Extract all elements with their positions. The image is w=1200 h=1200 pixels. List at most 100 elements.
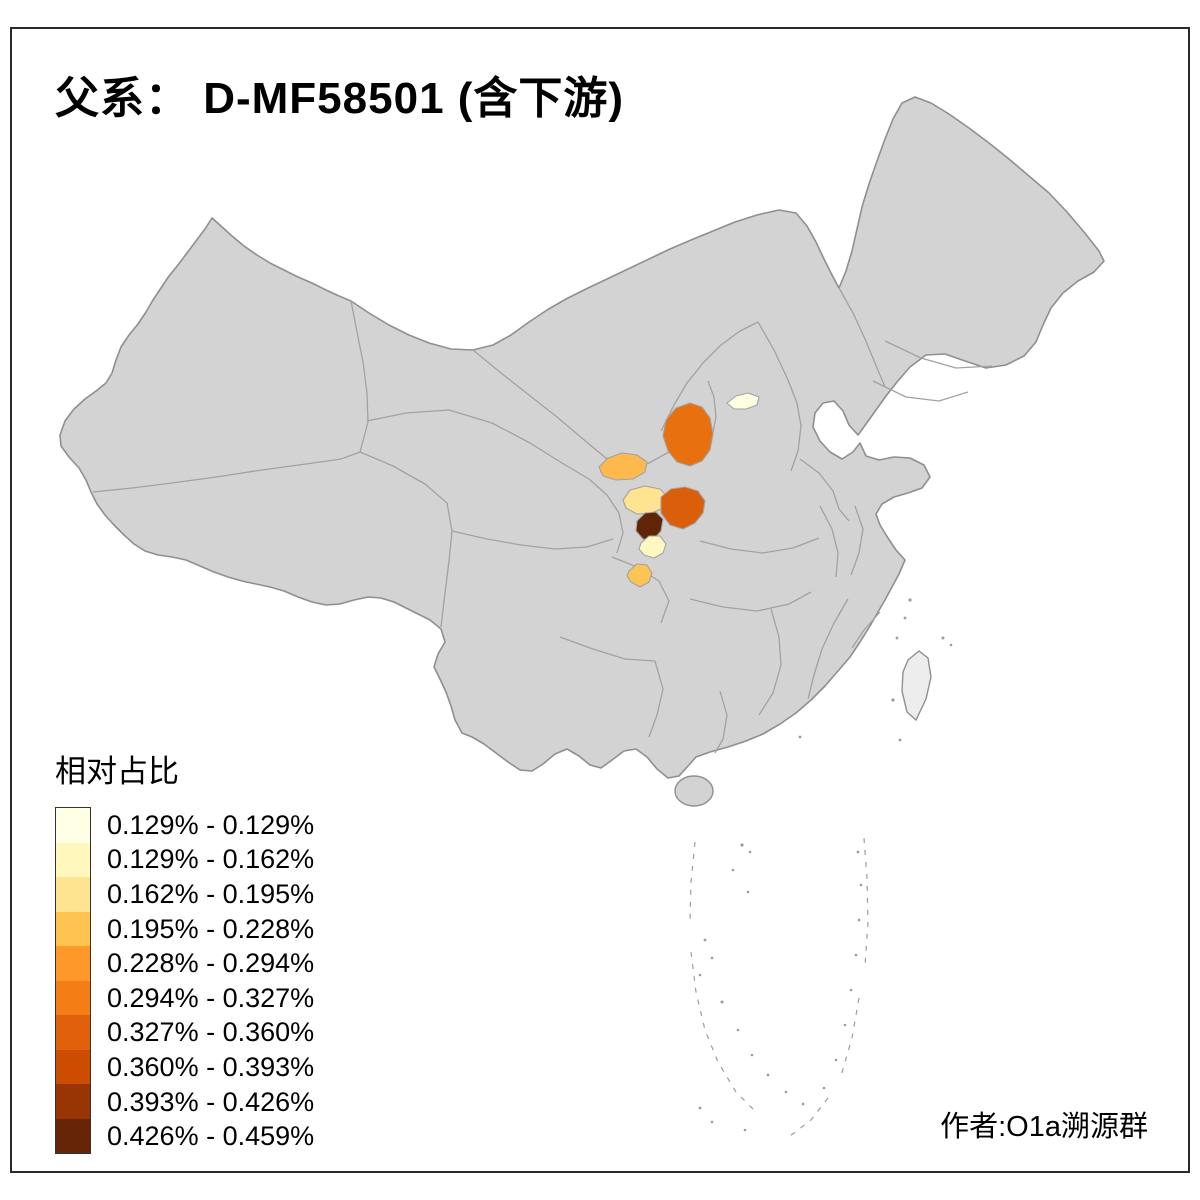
islet-dot: [941, 636, 945, 640]
legend-title: 相对占比: [55, 754, 179, 789]
islet-dot: [746, 890, 750, 894]
province-border-line: [850, 505, 864, 576]
islet-dot: [898, 738, 902, 742]
sea-islets: [698, 598, 953, 1132]
islet-dot: [949, 643, 953, 647]
islet-dot: [801, 1102, 805, 1106]
legend-class-label: 0.228% - 0.294%: [107, 948, 315, 979]
province-border-line: [714, 690, 728, 754]
legend-items: 0.129% - 0.129% 0.129% - 0.162% 0.162% - 0…: [55, 807, 314, 1154]
legend-class-label: 0.294% - 0.327%: [107, 982, 315, 1013]
province-border-line: [359, 451, 453, 628]
highlight-region-5: [660, 486, 706, 530]
sea-boundary-dash: [789, 1097, 829, 1137]
province-border-line: [757, 321, 789, 381]
islet-dot: [784, 1090, 788, 1094]
legend-swatch: [56, 911, 90, 946]
highlight-region-8: [626, 563, 653, 588]
province-border-line: [366, 409, 590, 480]
islet-dot: [740, 843, 744, 847]
province-border-line: [872, 380, 969, 402]
province-border-line: [707, 380, 717, 438]
legend-swatch: [56, 1084, 90, 1119]
province-border-line: [838, 287, 886, 388]
legend-swatch: [56, 1049, 90, 1084]
province-border-line: [92, 451, 361, 493]
islet-dot: [710, 1120, 714, 1124]
islet-dot: [895, 636, 899, 640]
legend-swatch: [56, 946, 90, 981]
province-border-line: [851, 611, 881, 649]
legend-class-label: 0.327% - 0.360%: [107, 1017, 315, 1048]
legend-swatch: [56, 1015, 90, 1050]
islet-dot: [854, 953, 858, 957]
legend-swatch: [56, 980, 90, 1015]
islands-group: [674, 650, 932, 807]
legend-class-label: 0.393% - 0.426%: [107, 1086, 315, 1117]
islet-dot: [798, 735, 802, 739]
islet-dot: [903, 616, 907, 620]
legend-class-label: 0.426% - 0.459%: [107, 1121, 315, 1152]
islet-dot: [857, 918, 861, 922]
islet-dot: [859, 883, 863, 887]
province-border-line: [787, 379, 802, 472]
islet-dot: [698, 1106, 702, 1110]
legend-swatch: [56, 1118, 90, 1153]
province-border-line: [807, 598, 849, 700]
author-credit: 作者:O1a溯源群: [940, 1111, 1148, 1143]
legend-class-label: 0.360% - 0.393%: [107, 1051, 315, 1082]
province-border-line: [799, 458, 850, 522]
legend: 相对占比 0.129% - 0.129% 0.129% - 0.162% 0.162…: [55, 746, 314, 1154]
islet-dot: [849, 988, 853, 992]
islet-dot: [843, 1023, 847, 1027]
islet-dot: [736, 1028, 740, 1032]
province-border-line: [660, 321, 759, 432]
islet-dot: [703, 938, 707, 942]
islet-dot: [891, 698, 895, 702]
province-borders: [92, 287, 993, 754]
province-border-line: [451, 530, 614, 550]
islet-dot: [822, 1086, 826, 1090]
legend-swatch-column: [55, 807, 91, 1154]
page-title: 父系： D-MF58501 (含下游): [55, 74, 625, 123]
province-border-line: [588, 478, 624, 554]
taiwan-island: [901, 650, 932, 722]
legend-class-label: 0.195% - 0.228%: [107, 913, 315, 944]
highlight-region-3: [598, 452, 648, 481]
legend-class-label: 0.129% - 0.162%: [107, 844, 315, 875]
sea-features: [689, 837, 869, 1137]
province-border-line: [884, 340, 993, 369]
legend-class-label: 0.129% - 0.129%: [107, 809, 315, 840]
legend-class-label: 0.162% - 0.195%: [107, 878, 315, 909]
legend-label-column: 0.129% - 0.129% 0.129% - 0.162% 0.162% - 0…: [107, 808, 314, 1154]
legend-swatch: [56, 877, 90, 912]
islet-dot: [834, 1058, 838, 1062]
sea-boundary-dash: [840, 997, 860, 1077]
legend-swatch: [56, 842, 90, 877]
islet-dot: [731, 868, 735, 872]
province-border-line: [689, 591, 812, 612]
islet-dot: [698, 973, 702, 977]
highlight-region-1: [662, 402, 714, 467]
legend-swatch: [56, 808, 90, 843]
province-border-line: [699, 537, 820, 554]
province-border-line: [350, 300, 369, 453]
highlight-region-2: [726, 392, 760, 410]
highlight-region-6: [635, 511, 664, 541]
highlighted-regions: [598, 392, 760, 588]
sea-boundary-dash: [690, 951, 759, 1115]
islet-dot: [908, 598, 912, 602]
province-border-line: [758, 608, 782, 716]
islet-dot: [720, 1000, 724, 1004]
islet-dot: [750, 1053, 754, 1057]
sea-boundary-dash: [863, 837, 869, 967]
sea-boundary-dash: [689, 841, 696, 923]
province-border-line: [819, 505, 839, 578]
islet-dot: [766, 1073, 770, 1077]
province-border-line: [559, 636, 656, 662]
highlight-region-7: [638, 535, 667, 559]
islet-dot: [856, 850, 860, 854]
province-border-line: [611, 556, 670, 624]
islet-dot: [743, 1128, 747, 1132]
